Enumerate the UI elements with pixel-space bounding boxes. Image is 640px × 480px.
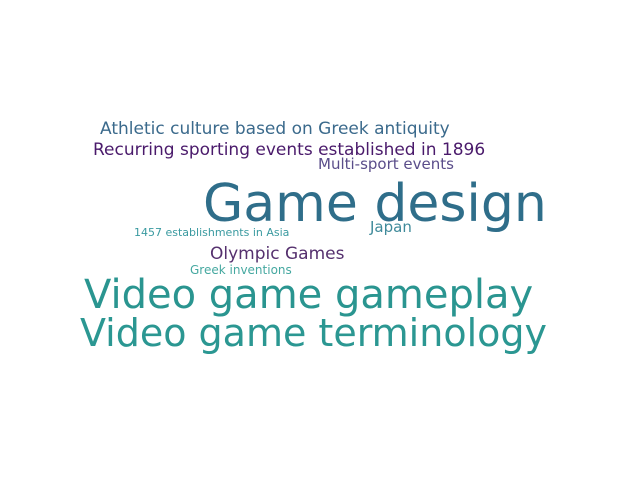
word-olympic-games: Olympic Games	[210, 244, 345, 264]
word-greek-inventions: Greek inventions	[190, 263, 292, 277]
word-athletic-culture: Athletic culture based on Greek antiquit…	[100, 119, 450, 139]
word-recurring-sporting-events: Recurring sporting events established in…	[93, 140, 486, 160]
word-japan: Japan	[370, 218, 412, 236]
word-video-game-terminology: Video game terminology	[80, 311, 547, 355]
word-video-game-gameplay: Video game gameplay	[84, 272, 534, 318]
word-1457-establishments: 1457 establishments in Asia	[134, 226, 290, 239]
word-game-design: Game design	[203, 174, 547, 234]
word-multi-sport-events: Multi-sport events	[318, 155, 454, 173]
